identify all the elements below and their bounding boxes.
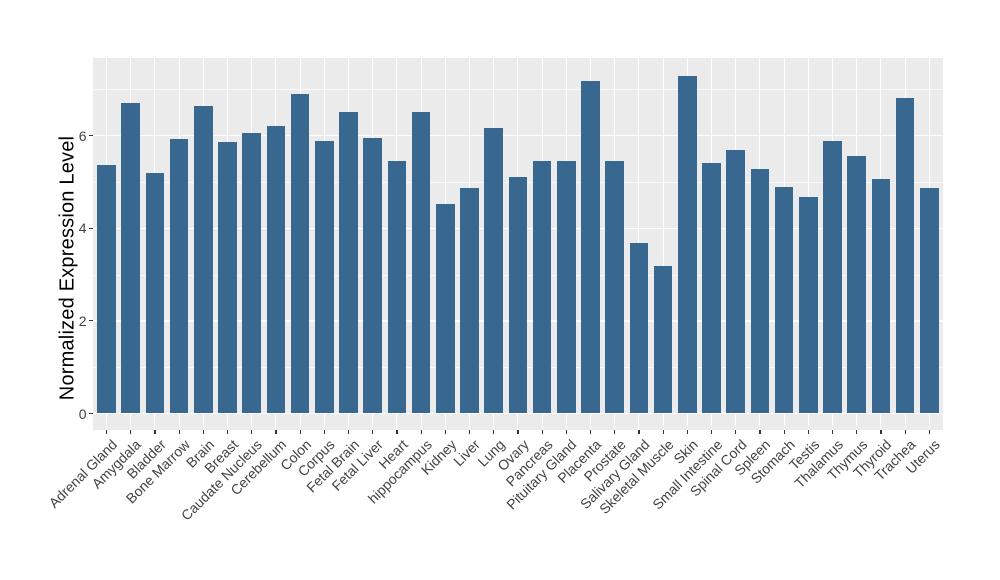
y-tick	[88, 135, 93, 137]
x-tick	[590, 430, 592, 434]
bar	[508, 176, 528, 414]
bar	[750, 168, 770, 414]
x-tick	[662, 430, 664, 434]
bar	[242, 132, 261, 414]
x-tick	[420, 430, 422, 434]
x-tick	[759, 430, 761, 434]
bar	[194, 106, 213, 414]
y-tick	[88, 320, 93, 322]
bar	[847, 156, 866, 414]
y-tick	[88, 412, 93, 415]
bar	[774, 187, 794, 414]
x-tick	[372, 430, 374, 434]
x-tick	[614, 430, 616, 434]
x-tick	[469, 430, 471, 434]
y-tick-label: 0	[78, 405, 87, 422]
bar	[653, 265, 673, 414]
x-tick	[832, 430, 834, 434]
bar	[629, 242, 649, 414]
bar	[97, 164, 116, 414]
bar	[315, 141, 334, 414]
x-tick	[227, 430, 229, 434]
x-tick	[783, 430, 785, 434]
bar	[266, 125, 286, 414]
bar	[871, 179, 891, 414]
x-tick	[396, 430, 398, 434]
bar	[557, 161, 576, 414]
bar	[460, 188, 479, 414]
y-tick-label: 2	[78, 312, 87, 329]
gridline-vertical	[662, 58, 664, 430]
x-tick	[493, 430, 495, 434]
bar	[387, 161, 407, 414]
bar	[581, 80, 600, 414]
x-tick	[880, 430, 882, 434]
x-tick	[686, 430, 688, 434]
bar	[218, 142, 237, 414]
x-tick	[904, 430, 906, 434]
x-tick	[202, 430, 204, 434]
bar	[121, 103, 140, 414]
x-tick	[178, 430, 180, 434]
bar	[799, 196, 818, 414]
x-tick	[711, 430, 713, 434]
bar	[363, 138, 382, 414]
x-tick	[856, 430, 858, 434]
x-tick	[638, 430, 640, 434]
bar	[678, 75, 697, 414]
x-tick	[275, 430, 277, 434]
bar	[484, 127, 503, 414]
x-tick	[154, 430, 156, 434]
x-tick	[444, 430, 446, 434]
y-tick	[88, 227, 93, 229]
bar	[411, 112, 431, 414]
bar	[145, 173, 165, 414]
x-tick	[928, 430, 930, 434]
bar	[605, 160, 624, 414]
x-tick	[348, 430, 350, 434]
x-tick	[565, 430, 567, 434]
bar	[702, 162, 721, 414]
x-tick	[517, 430, 519, 434]
bar	[339, 112, 358, 414]
bar	[436, 204, 455, 414]
bar	[532, 160, 552, 414]
y-tick-label: 4	[78, 220, 87, 237]
x-tick	[735, 430, 737, 434]
bar	[920, 187, 939, 414]
x-tick	[541, 430, 543, 434]
x-tick	[323, 430, 325, 434]
bar	[823, 140, 842, 414]
y-tick-label: 6	[78, 127, 87, 144]
bar	[726, 150, 745, 414]
bar	[169, 139, 189, 414]
plot-panel	[92, 58, 943, 430]
x-tick	[251, 430, 253, 434]
bar	[895, 98, 915, 414]
y-axis-title: Normalized Expression Level	[56, 135, 79, 401]
x-tick	[299, 430, 301, 434]
x-tick	[106, 430, 108, 434]
x-tick	[807, 430, 809, 434]
x-tick	[130, 430, 132, 434]
bar	[290, 93, 310, 414]
